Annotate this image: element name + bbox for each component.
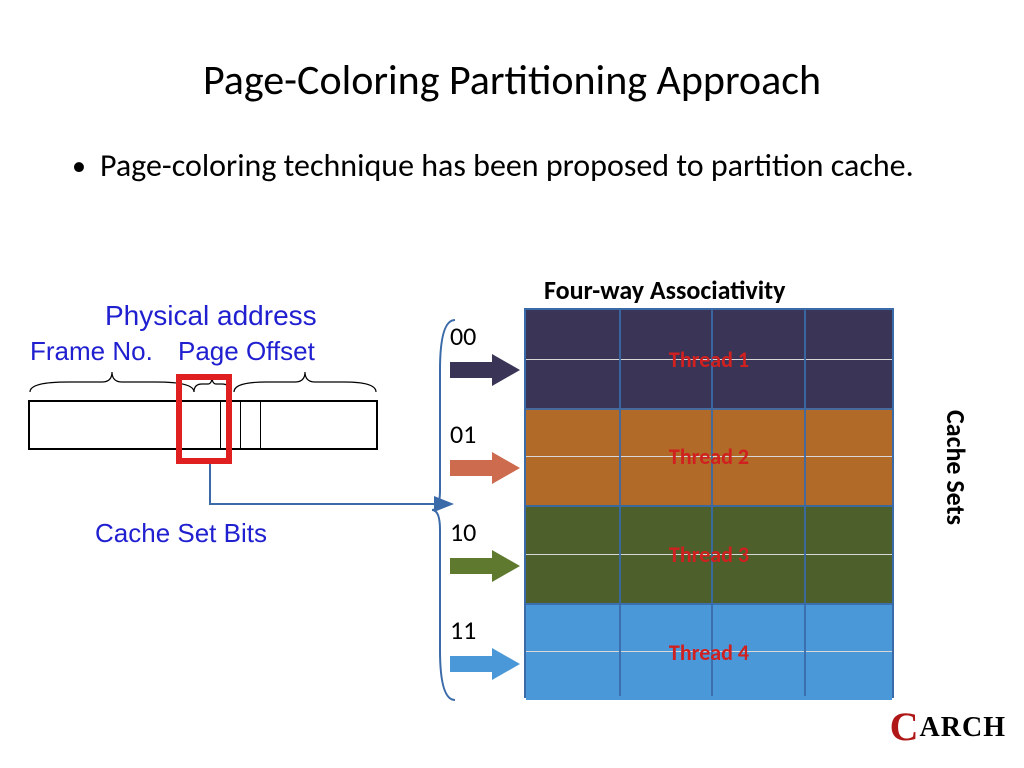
bit-label: 10 bbox=[450, 516, 476, 548]
thread-label: Thread 4 bbox=[526, 639, 892, 666]
thread-label: Thread 2 bbox=[526, 443, 892, 470]
logo-c: C bbox=[890, 704, 920, 749]
bit-label: 11 bbox=[450, 614, 476, 646]
arrow-thread2-icon bbox=[448, 450, 522, 486]
label-page-offset: Page Offset bbox=[178, 336, 315, 367]
cache-group-line bbox=[526, 505, 892, 507]
cache-bits-connector-arrow-icon bbox=[200, 450, 460, 540]
cache-group-line bbox=[526, 603, 892, 605]
thread-label: Thread 3 bbox=[526, 541, 892, 568]
logo-rest: ARCH bbox=[920, 712, 1006, 743]
brace-frame-icon bbox=[28, 368, 196, 396]
cache-grid: Thread 1 Thread 2 Thread 3 Thread 4 bbox=[524, 308, 894, 698]
cache-group-line bbox=[526, 408, 892, 410]
label-frame-no: Frame No. bbox=[30, 336, 153, 367]
arrow-thread3-icon bbox=[448, 548, 522, 584]
arrow-thread1-icon bbox=[448, 352, 522, 388]
logo: CARCH bbox=[890, 703, 1006, 750]
arrow-thread4-icon bbox=[448, 646, 522, 682]
brace-offset-icon bbox=[232, 368, 378, 396]
thread-label: Thread 1 bbox=[526, 346, 892, 373]
label-associativity: Four-way Associativity bbox=[544, 274, 785, 306]
slide-title: Page-Coloring Partitioning Approach bbox=[0, 0, 1024, 106]
label-cache-sets: Cache Sets bbox=[940, 410, 972, 525]
label-physical-address: Physical address bbox=[105, 300, 317, 332]
bullet-text: Page-coloring technique has been propose… bbox=[0, 106, 1024, 185]
bit-label: 00 bbox=[450, 320, 476, 352]
addr-separator bbox=[240, 402, 241, 448]
bit-label: 01 bbox=[450, 418, 476, 450]
addr-separator bbox=[260, 402, 261, 448]
